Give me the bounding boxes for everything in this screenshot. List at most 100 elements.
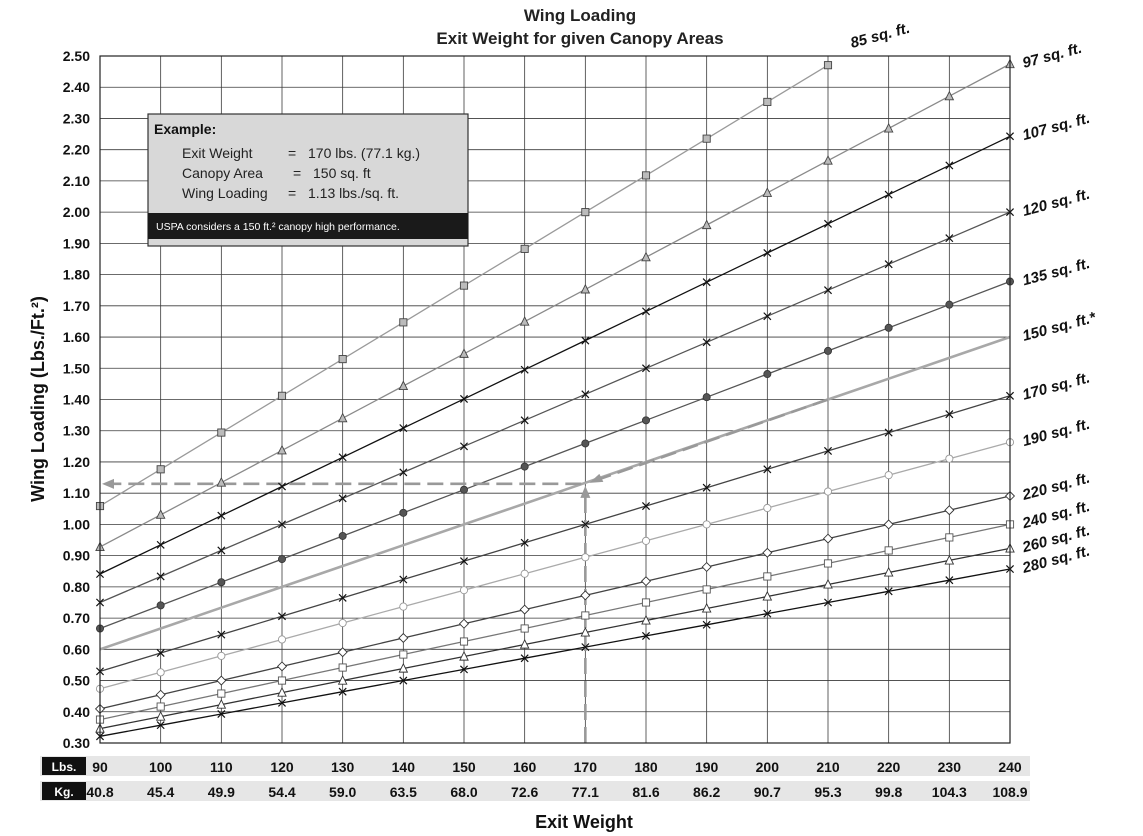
y-tick-label: 1.50 [63, 360, 90, 376]
open-circle-marker [338, 618, 347, 628]
x-marker [581, 390, 590, 399]
x-marker [399, 676, 408, 685]
x-marker-stroke [338, 494, 347, 503]
x-marker-stroke [338, 453, 347, 462]
x-marker [520, 538, 529, 547]
square-marker [277, 391, 287, 400]
x-marker-stroke [641, 502, 651, 511]
series-label: 135 sq. ft. [1021, 255, 1092, 289]
series-label: 85 sq. ft. [849, 20, 912, 52]
example-note: USPA considers a 150 ft.² canopy high pe… [156, 221, 400, 233]
x-tick-label-lbs: 210 [816, 759, 840, 775]
circle-marker [520, 462, 529, 471]
x-marker [459, 557, 469, 566]
x-marker [520, 416, 529, 425]
y-tick-label: 1.30 [63, 423, 90, 439]
x-marker-stroke [823, 446, 833, 455]
x-marker-stroke [945, 410, 954, 419]
triangle-marker [155, 509, 166, 519]
x-tick-label-lbs: 160 [513, 759, 537, 775]
circle-marker [884, 323, 893, 332]
example-row-equals: = [288, 185, 296, 201]
x-marker [641, 502, 651, 511]
open-triangle-marker [337, 674, 348, 685]
diamond-marker [762, 547, 773, 558]
open-circle-marker [702, 520, 711, 529]
triangle-marker [580, 283, 591, 294]
y-tick-label: 0.40 [63, 704, 90, 720]
triangle-marker [216, 476, 227, 487]
lbs-unit-label: Lbs. [52, 760, 77, 774]
x-marker-stroke [581, 336, 590, 345]
series-label: 107 sq. ft. [1021, 110, 1092, 144]
x-marker-stroke [520, 365, 529, 374]
x-tick-label-lbs: 230 [938, 759, 962, 775]
open-circle-marker [581, 553, 590, 562]
circle-marker [945, 300, 954, 309]
x-tick-label-kg: 77.1 [572, 784, 599, 800]
open-square-marker [641, 598, 651, 607]
x-marker-stroke [459, 557, 469, 566]
series-line [99, 135, 1011, 575]
x-marker [581, 336, 590, 345]
x-tick-labels-kg: 40.8 45.4 49.9 54.4 59.0 63.5 68.0 72.6 77.1 81.6… [86, 784, 1027, 800]
x-tick-label-lbs: 120 [270, 759, 294, 775]
x-marker-stroke [217, 709, 226, 719]
y-tick-label: 1.40 [63, 392, 90, 408]
x-tick-label-kg: 45.4 [147, 784, 174, 800]
triangle-marker [944, 90, 955, 101]
series-line [99, 495, 1011, 710]
x-marker-stroke [702, 338, 711, 347]
x-marker [459, 394, 469, 403]
open-square-marker [945, 533, 954, 542]
x-marker [399, 575, 408, 584]
y-tick-label: 2.40 [63, 79, 90, 95]
x-marker [823, 598, 833, 607]
x-marker-stroke [581, 643, 590, 652]
x-marker-stroke [338, 687, 347, 696]
y-tick-label: 1.10 [63, 485, 90, 501]
x-marker [641, 364, 651, 373]
x-marker [763, 465, 772, 474]
vertical-arrowhead [580, 485, 591, 498]
x-marker [277, 520, 287, 529]
x-marker-stroke [520, 654, 529, 663]
x-tick-label-lbs: 190 [695, 759, 719, 775]
x-marker [884, 428, 893, 437]
x-marker [520, 654, 529, 663]
y-tick-label: 2.10 [63, 173, 90, 189]
x-tick-label-kg: 104.3 [932, 784, 967, 800]
open-triangle-marker [216, 698, 227, 709]
diamond-marker [944, 505, 955, 516]
open-square-marker [156, 702, 165, 711]
x-marker [581, 643, 590, 652]
x-marker-stroke [581, 520, 590, 529]
x-tick-label-kg: 72.6 [511, 784, 538, 800]
open-square-marker [520, 624, 529, 633]
x-marker [156, 540, 165, 549]
x-marker [945, 576, 954, 585]
triangle-marker [823, 155, 833, 165]
x-marker-stroke [945, 234, 954, 243]
example-row-value: 170 lbs. (77.1 kg.) [308, 145, 420, 161]
x-marker [702, 620, 711, 629]
x-marker [338, 687, 347, 696]
x-marker [884, 587, 893, 596]
x-marker [217, 709, 226, 719]
x-marker-stroke [277, 612, 287, 621]
kg-unit-badge [42, 782, 86, 800]
x-marker [338, 453, 347, 462]
x-marker-stroke [641, 631, 651, 640]
y-tick-label: 1.60 [63, 329, 90, 345]
x-marker-stroke [217, 546, 226, 555]
x-marker-stroke [459, 665, 469, 674]
x-tick-label-kg: 81.6 [632, 784, 659, 800]
circle-marker [642, 416, 651, 425]
square-marker [338, 355, 347, 364]
open-triangle-marker [701, 602, 712, 613]
series-line [99, 395, 1011, 673]
x-tick-label-kg: 59.0 [329, 784, 356, 800]
y-tick-label: 0.80 [63, 579, 90, 595]
triangle-marker [641, 251, 651, 262]
x-tick-label-kg: 40.8 [86, 784, 113, 800]
